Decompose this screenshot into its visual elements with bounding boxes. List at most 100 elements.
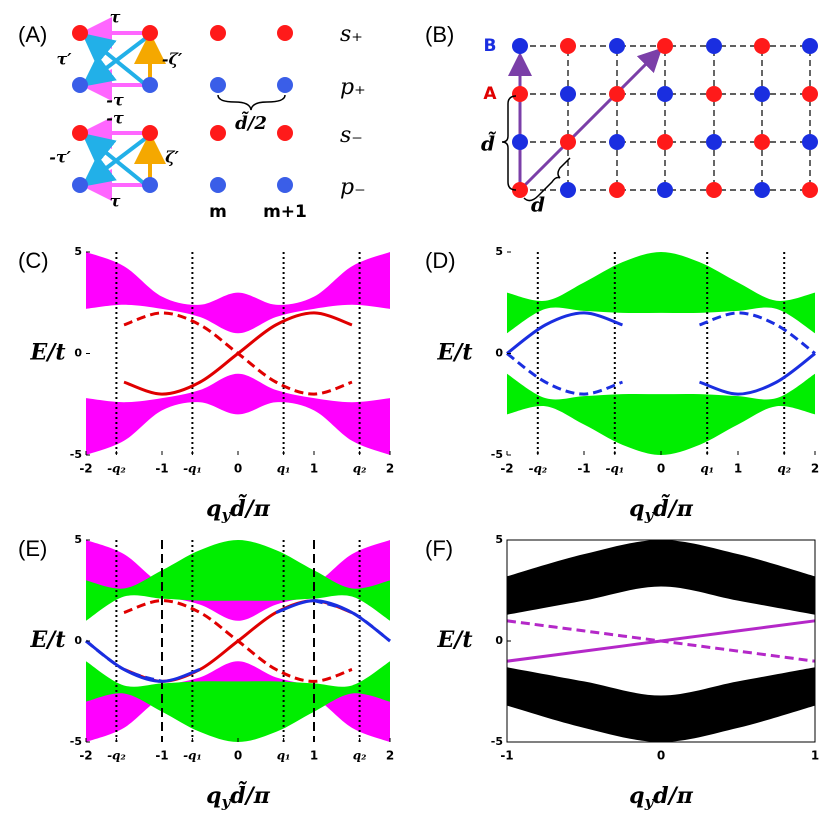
x-axis-label-part: y bbox=[644, 793, 655, 811]
panel-b: (B) B A d̃ d bbox=[425, 22, 818, 217]
y-tick-label: -5 bbox=[70, 448, 82, 461]
x-tick-label: 0 bbox=[657, 462, 665, 476]
x-tick-label: -1 bbox=[577, 462, 590, 476]
x-tick-label: -q₂ bbox=[107, 749, 126, 763]
x-tick-label: 2 bbox=[811, 462, 819, 476]
lattice-site bbox=[657, 86, 673, 102]
lattice-site bbox=[512, 182, 528, 198]
edge-state-line bbox=[123, 311, 353, 396]
lattice-site bbox=[802, 38, 818, 54]
x-tick-label: -q₂ bbox=[107, 462, 126, 476]
y-axis-label: E/t bbox=[437, 340, 473, 366]
lattice-site bbox=[802, 86, 818, 102]
x-tick-label: q₁ bbox=[277, 749, 291, 763]
x-tick-label: 1 bbox=[310, 462, 318, 476]
x-axis-label-part: y bbox=[644, 506, 655, 524]
hopping-label: -τ bbox=[106, 109, 124, 128]
lattice-site bbox=[802, 134, 818, 150]
chart: -5 0 5 -1 0 1 (F) E/t qyd/π bbox=[425, 533, 819, 811]
energy-band bbox=[507, 373, 815, 455]
lattice-site bbox=[560, 86, 576, 102]
x-tick-label: -q₁ bbox=[605, 462, 624, 476]
energy-band bbox=[86, 661, 390, 742]
x-tick-label: -q₂ bbox=[528, 462, 547, 476]
hopping-label: τ bbox=[110, 8, 121, 27]
x-axis-label-part: y bbox=[221, 793, 232, 811]
length-label: d bbox=[531, 193, 545, 217]
x-tick-label: 0 bbox=[234, 749, 242, 763]
y-tick-label: 0 bbox=[74, 634, 82, 647]
x-tick-label: q₂ bbox=[353, 749, 367, 763]
y-tick-label: 0 bbox=[74, 347, 82, 360]
hopping-label: -τ′ bbox=[49, 148, 71, 167]
x-tick-label: -2 bbox=[79, 749, 92, 763]
x-tick-label: -2 bbox=[79, 462, 92, 476]
lattice-site bbox=[609, 134, 625, 150]
edge-state-line bbox=[85, 599, 391, 683]
energy-band bbox=[507, 540, 815, 615]
x-tick-label: 2 bbox=[386, 462, 394, 476]
lattice-site bbox=[560, 38, 576, 54]
y-tick-label: 0 bbox=[495, 634, 503, 647]
lattice-site bbox=[706, 38, 722, 54]
lattice-site bbox=[609, 182, 625, 198]
x-tick-label: 1 bbox=[310, 749, 318, 763]
lattice-site bbox=[706, 182, 722, 198]
y-axis-label: E/t bbox=[30, 627, 66, 653]
lattice-site bbox=[754, 134, 770, 150]
panel-label: (B) bbox=[425, 22, 454, 47]
x-tick-label: 1 bbox=[811, 749, 819, 763]
lattice-site bbox=[560, 182, 576, 198]
y-tick-label: 0 bbox=[495, 347, 503, 360]
y-tick-label: -5 bbox=[491, 448, 503, 461]
sublattice-label: B bbox=[484, 36, 497, 56]
y-tick-label: -5 bbox=[70, 735, 82, 748]
lattice-site bbox=[512, 86, 528, 102]
energy-band bbox=[86, 373, 390, 455]
energy-band bbox=[507, 667, 815, 742]
lattice-site bbox=[657, 134, 673, 150]
lattice-site bbox=[657, 38, 673, 54]
sublattice-label: A bbox=[483, 84, 497, 104]
edge-state-line bbox=[506, 311, 816, 396]
y-tick-label: 5 bbox=[495, 533, 503, 546]
x-tick-label: q₂ bbox=[777, 462, 791, 476]
panel-label: (F) bbox=[425, 536, 453, 561]
x-tick-label: -1 bbox=[155, 749, 168, 763]
lattice-site bbox=[512, 38, 528, 54]
hopping-label: τ′ bbox=[57, 50, 73, 69]
hopping-label: -τ bbox=[106, 91, 124, 110]
lattice-site bbox=[706, 86, 722, 102]
site-label: m+1 bbox=[263, 202, 307, 222]
orbital-label: s₊ bbox=[340, 22, 363, 47]
x-axis-label-part: q bbox=[206, 496, 221, 522]
x-tick-label: -q₁ bbox=[183, 749, 202, 763]
x-axis-label-part: q bbox=[629, 783, 644, 809]
hopping-label: -ζ′ bbox=[162, 50, 183, 69]
x-tick-label: 2 bbox=[386, 749, 394, 763]
hopping-label: ζ′ bbox=[165, 148, 179, 167]
lattice-site bbox=[657, 182, 673, 198]
x-axis-label-part: q bbox=[206, 783, 221, 809]
x-axis-label: qyd̃/π bbox=[206, 495, 271, 524]
y-tick-label: 5 bbox=[74, 245, 82, 258]
lattice-vector bbox=[520, 47, 663, 190]
lattice-site bbox=[754, 38, 770, 54]
lattice-site bbox=[706, 134, 722, 150]
y-axis-label: E/t bbox=[30, 340, 66, 366]
x-axis-label-part: d/π bbox=[653, 783, 693, 809]
x-axis-label-part: q bbox=[629, 496, 644, 522]
x-axis-label-part: d̃/π bbox=[230, 495, 270, 522]
panel-label: (E) bbox=[18, 536, 47, 561]
x-axis-label-part: d̃/π bbox=[230, 782, 270, 809]
y-tick-label: 5 bbox=[74, 533, 82, 546]
spacing-label: d̃/2 bbox=[235, 111, 267, 134]
y-axis-label: E/t bbox=[437, 627, 473, 653]
x-axis-label: qyd/π bbox=[629, 783, 694, 811]
x-axis-label: qyd̃/π bbox=[206, 782, 271, 811]
energy-band bbox=[86, 540, 390, 621]
edge-state-line bbox=[506, 311, 816, 396]
x-tick-label: 0 bbox=[657, 749, 665, 763]
lattice-site bbox=[609, 86, 625, 102]
